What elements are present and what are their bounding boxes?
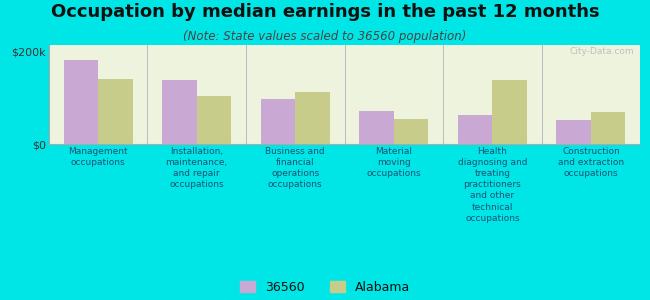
Bar xyxy=(591,112,625,144)
Text: Occupation by median earnings in the past 12 months: Occupation by median earnings in the pas… xyxy=(51,3,599,21)
Text: Health
diagnosing and
treating
practitioners
and other
technical
occupations: Health diagnosing and treating practitio… xyxy=(458,147,527,223)
Legend: 36560, Alabama: 36560, Alabama xyxy=(240,281,410,294)
Bar xyxy=(458,116,493,144)
Bar xyxy=(98,79,133,144)
Text: (Note: State values scaled to 36560 population): (Note: State values scaled to 36560 popu… xyxy=(183,30,467,43)
Text: Construction
and extraction
occupations: Construction and extraction occupations xyxy=(558,147,624,178)
Text: Business and
financial
operations
occupations: Business and financial operations occupa… xyxy=(265,147,325,189)
Bar xyxy=(359,111,394,144)
Text: City-Data.com: City-Data.com xyxy=(569,47,634,56)
Bar xyxy=(295,92,330,144)
Bar xyxy=(64,60,98,144)
Bar xyxy=(162,80,196,144)
Bar xyxy=(261,99,295,144)
Text: Material
moving
occupations: Material moving occupations xyxy=(367,147,421,178)
Bar xyxy=(556,120,591,144)
Bar xyxy=(394,119,428,144)
Bar xyxy=(493,80,527,144)
Text: Installation,
maintenance,
and repair
occupations: Installation, maintenance, and repair oc… xyxy=(166,147,228,189)
Text: Management
occupations: Management occupations xyxy=(68,147,128,167)
Bar xyxy=(196,96,231,144)
